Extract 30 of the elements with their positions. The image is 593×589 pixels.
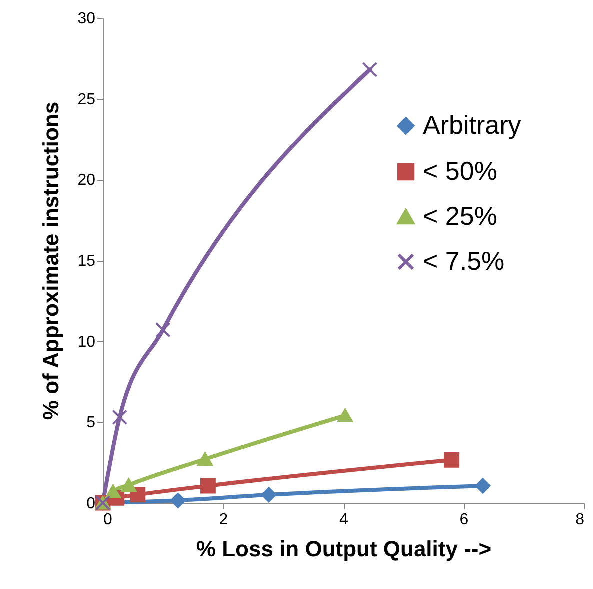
y-tick-label: 25 — [78, 91, 96, 108]
x-tick-label: 6 — [460, 512, 469, 528]
point — [170, 492, 186, 508]
point — [198, 452, 213, 466]
point — [475, 478, 491, 494]
point — [444, 452, 460, 468]
y-axis-title: % of Approximate instructions — [38, 102, 64, 420]
y-tick-label: 0 — [86, 496, 96, 512]
x-tick-label: 2 — [219, 512, 228, 528]
point — [362, 62, 378, 78]
legend-label: < 7.5% — [423, 246, 505, 276]
point — [112, 410, 128, 426]
x-tick-label: 4 — [340, 512, 349, 528]
point — [338, 408, 354, 423]
point — [121, 478, 137, 492]
y-tick-label: 20 — [78, 172, 96, 190]
legend-label: < 50% — [423, 156, 498, 186]
point — [106, 484, 121, 498]
y-tick-label: 30 — [78, 10, 96, 28]
y-tick-label: 5 — [86, 414, 96, 432]
point — [155, 322, 171, 338]
x-tick-label: 0 — [104, 512, 112, 528]
x-axis-title: % Loss in Output Quality --> — [196, 536, 492, 562]
y-tick-label: 15 — [78, 253, 96, 270]
y-tick-label: 10 — [78, 334, 96, 351]
legend-label: Arbitrary — [423, 110, 522, 140]
legend-label: < 25% — [423, 201, 498, 231]
point — [200, 478, 216, 494]
point — [261, 487, 277, 503]
x-tick-label: 8 — [576, 512, 585, 528]
